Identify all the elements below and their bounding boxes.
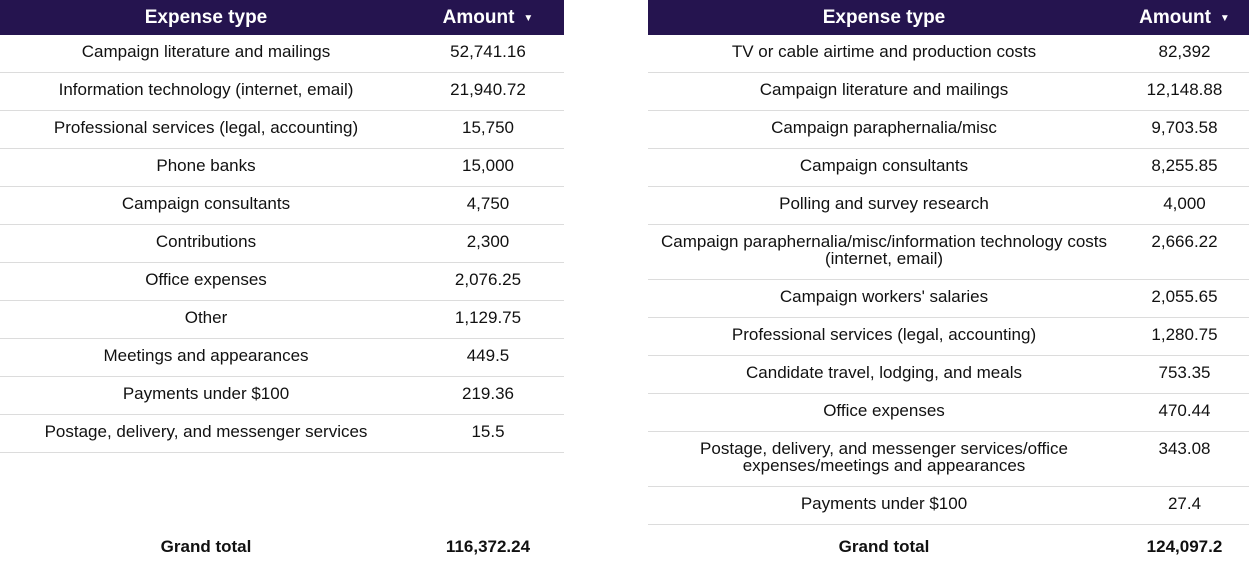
expense-type-cell: Payments under $100 bbox=[122, 384, 290, 403]
expense-type-cell: Office expenses bbox=[145, 270, 267, 289]
table-row: Professional services (legal, accounting… bbox=[648, 318, 1249, 356]
table-body: TV or cable airtime and production costs… bbox=[648, 35, 1249, 525]
amount-cell: 15,750 bbox=[462, 118, 514, 137]
expense-type-cell: Professional services (legal, accounting… bbox=[731, 325, 1037, 344]
column-header-amount[interactable]: Amount ▼ bbox=[1120, 7, 1249, 29]
grand-total-row: Grand total 116,372.24 bbox=[0, 537, 564, 557]
table-row: Payments under $100 27.4 bbox=[648, 487, 1249, 525]
expense-type-cell: Polling and survey research bbox=[779, 194, 989, 213]
amount-cell: 8,255.85 bbox=[1151, 156, 1218, 175]
column-header-expense-type[interactable]: Expense type bbox=[822, 6, 946, 28]
table-row: TV or cable airtime and production costs… bbox=[648, 35, 1249, 73]
expense-type-cell: Contributions bbox=[155, 232, 257, 251]
column-header-amount[interactable]: Amount ▼ bbox=[412, 7, 564, 29]
amount-cell: 2,076.25 bbox=[454, 270, 522, 289]
amount-cell: 52,741.16 bbox=[450, 42, 526, 61]
expense-type-cell: Office expenses bbox=[823, 401, 945, 420]
amount-cell: 449.5 bbox=[466, 346, 510, 365]
expense-type-cell: Campaign consultants bbox=[799, 156, 969, 175]
expense-type-cell: Postage, delivery, and messenger service… bbox=[700, 439, 1068, 475]
table-row: Phone banks 15,000 bbox=[0, 149, 564, 187]
table-row: Candidate travel, lodging, and meals 753.… bbox=[648, 356, 1249, 394]
amount-cell: 15.5 bbox=[471, 422, 505, 441]
table-row: Other 1,129.75 bbox=[0, 301, 564, 339]
table-row: Postage, delivery, and messenger service… bbox=[648, 432, 1249, 487]
amount-cell: 12,148.88 bbox=[1146, 80, 1223, 99]
table-row: Campaign workers' salaries 2,055.65 bbox=[648, 280, 1249, 318]
expense-type-cell: Candidate travel, lodging, and meals bbox=[746, 363, 1022, 382]
grand-total-value: 116,372.24 bbox=[445, 537, 531, 556]
table-row: Office expenses 470.44 bbox=[648, 394, 1249, 432]
amount-cell: 1,129.75 bbox=[454, 308, 522, 327]
amount-cell: 2,055.65 bbox=[1151, 287, 1218, 306]
table-row: Payments under $100 219.36 bbox=[0, 377, 564, 415]
expense-type-cell: Information technology (internet, email) bbox=[58, 80, 354, 99]
amount-cell: 82,392 bbox=[1158, 42, 1211, 61]
expense-type-cell: Campaign consultants bbox=[121, 194, 291, 213]
table-row: Postage, delivery, and messenger service… bbox=[0, 415, 564, 453]
table-row: Professional services (legal, accounting… bbox=[0, 111, 564, 149]
expense-type-cell: Campaign literature and mailings bbox=[759, 80, 1009, 99]
grand-total-row: Grand total 124,097.2 bbox=[648, 537, 1249, 557]
grand-total-value: 124,097.2 bbox=[1146, 537, 1223, 556]
column-header-expense-type[interactable]: Expense type bbox=[144, 6, 268, 28]
table-row: Contributions 2,300 bbox=[0, 225, 564, 263]
expense-type-cell: Other bbox=[184, 308, 228, 327]
column-header-amount-label: Amount bbox=[1139, 6, 1211, 28]
expense-type-cell: Phone banks bbox=[156, 156, 256, 175]
amount-cell: 9,703.58 bbox=[1151, 118, 1218, 137]
amount-cell: 15,000 bbox=[462, 156, 514, 175]
table-header: Expense type Amount ▼ bbox=[648, 0, 1249, 35]
expense-type-cell: Campaign literature and mailings bbox=[81, 42, 331, 61]
grand-total-label: Grand total bbox=[160, 537, 252, 556]
table-row: Meetings and appearances 449.5 bbox=[0, 339, 564, 377]
grand-total-label: Grand total bbox=[838, 537, 930, 556]
expense-type-cell: Professional services (legal, accounting… bbox=[53, 118, 359, 137]
expense-table-right: Expense type Amount ▼ TV or cable airtim… bbox=[648, 0, 1249, 556]
sort-descending-icon[interactable]: ▼ bbox=[1219, 12, 1230, 24]
expense-type-cell: Campaign paraphernalia/misc/information … bbox=[660, 232, 1107, 268]
amount-cell: 753.35 bbox=[1158, 363, 1211, 382]
table-row: Information technology (internet, email)… bbox=[0, 73, 564, 111]
amount-cell: 219.36 bbox=[462, 384, 514, 403]
amount-cell: 2,666.22 bbox=[1151, 232, 1218, 251]
amount-cell: 27.4 bbox=[1167, 494, 1202, 513]
table-row: Campaign literature and mailings 12,148.8… bbox=[648, 73, 1249, 111]
expense-type-cell: TV or cable airtime and production costs bbox=[731, 42, 1037, 61]
amount-cell: 4,750 bbox=[466, 194, 510, 213]
table-row: Campaign consultants 4,750 bbox=[0, 187, 564, 225]
amount-cell: 2,300 bbox=[466, 232, 510, 251]
expense-type-cell: Postage, delivery, and messenger service… bbox=[44, 422, 368, 441]
table-row: Polling and survey research 4,000 bbox=[648, 187, 1249, 225]
amount-cell: 4,000 bbox=[1163, 194, 1206, 213]
amount-cell: 21,940.72 bbox=[450, 80, 526, 99]
expense-table-left: Expense type Amount ▼ Campaign literatur… bbox=[0, 0, 564, 556]
table-body: Campaign literature and mailings 52,741.1… bbox=[0, 35, 564, 453]
amount-cell: 343.08 bbox=[1158, 439, 1211, 458]
expense-type-cell: Meetings and appearances bbox=[103, 346, 309, 365]
table-row: Office expenses 2,076.25 bbox=[0, 263, 564, 301]
expense-type-cell: Campaign paraphernalia/misc bbox=[771, 118, 997, 137]
table-row: Campaign literature and mailings 52,741.1… bbox=[0, 35, 564, 73]
expense-type-cell: Payments under $100 bbox=[800, 494, 968, 513]
amount-cell: 1,280.75 bbox=[1151, 325, 1218, 344]
amount-cell: 470.44 bbox=[1158, 401, 1211, 420]
sort-descending-icon[interactable]: ▼ bbox=[523, 12, 534, 24]
table-row: Campaign paraphernalia/misc/information … bbox=[648, 225, 1249, 280]
table-row: Campaign paraphernalia/misc 9,703.58 bbox=[648, 111, 1249, 149]
table-header: Expense type Amount ▼ bbox=[0, 0, 564, 35]
table-row: Campaign consultants 8,255.85 bbox=[648, 149, 1249, 187]
expense-type-cell: Campaign workers' salaries bbox=[779, 287, 989, 306]
column-header-amount-label: Amount bbox=[442, 6, 515, 28]
